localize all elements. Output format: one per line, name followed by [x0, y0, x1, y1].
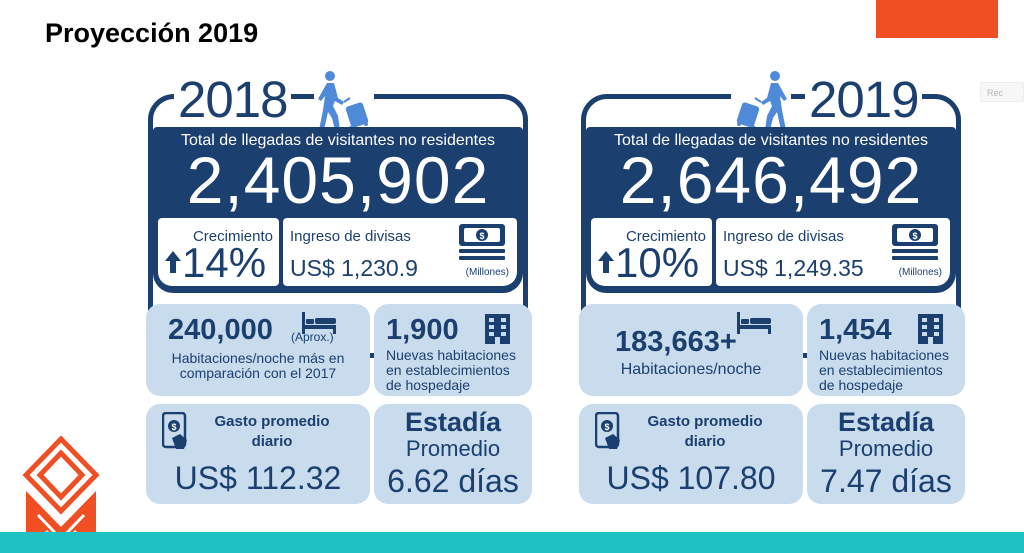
bottom-accent-bar: [0, 532, 1024, 553]
growth-label: Crecimiento: [192, 228, 273, 245]
money-icon: $: [890, 222, 940, 262]
stats-row: Crecimiento 10% Ingreso de divisas $ US$…: [586, 213, 956, 293]
phone-payment-icon: $: [161, 411, 188, 450]
growth-value: 10%: [615, 239, 700, 286]
total-arrivals-box: Total de llegadas de visitantes no resid…: [153, 127, 523, 217]
growth-cell: Crecimiento 14%: [158, 218, 279, 286]
rooms-description: Habitaciones/noche: [620, 361, 762, 378]
total-arrivals-value: 2,646,492: [619, 143, 923, 217]
panel-2019: 2019 Total de llegadas de visitantes no …: [579, 66, 969, 506]
svg-text:$: $: [479, 231, 484, 241]
new-rooms-description: Nuevas habitaciones en establecimientos …: [819, 347, 949, 393]
daily-spend-label: Gasto promedio diario: [647, 413, 763, 450]
daily-spend-label: Gasto promedio diario: [214, 413, 330, 450]
page-title: Proyección 2019: [45, 18, 259, 48]
arrow-up-icon: [165, 251, 181, 273]
currency-income-value: US$ 1,230.9: [290, 255, 418, 281]
building-icon: [918, 314, 943, 344]
year-label: 2018: [174, 68, 292, 132]
new-rooms-value: 1,454: [819, 314, 892, 346]
total-arrivals-label: Total de llegadas de visitantes no resid…: [181, 132, 495, 149]
rooms-card: 240,000 (Aprox.) Habitaciones/noche más …: [146, 304, 370, 396]
average-stay-value: 6.62 días: [387, 463, 519, 499]
rooms-approx: (Aprox.): [291, 330, 334, 344]
growth-value: 14%: [182, 239, 267, 286]
daily-spend-value: US$ 112.32: [174, 460, 342, 496]
total-arrivals-value: 2,405,902: [186, 143, 490, 217]
rooms-value: 183,663+: [615, 326, 737, 358]
accent-rectangle: [876, 0, 998, 38]
building-icon: [485, 314, 510, 344]
daily-spend-card: $ Gasto promedio diario US$ 112.32: [146, 404, 370, 504]
traveler-icon: [731, 68, 791, 132]
new-rooms-card: 1,900 Nuevas habitaciones en establecimi…: [374, 304, 532, 396]
currency-income-value: US$ 1,249.35: [723, 255, 864, 281]
average-stay-label: Estadía: [837, 407, 935, 437]
new-rooms-description: Nuevas habitaciones en establecimientos …: [386, 347, 516, 393]
total-arrivals-box: Total de llegadas de visitantes no resid…: [586, 127, 956, 217]
currency-income-cell: Ingreso de divisas $ US$ 1,249.35 (Millo…: [716, 218, 950, 286]
new-rooms-value: 1,900: [386, 314, 459, 346]
average-stay-label: Estadía: [404, 407, 502, 437]
phone-payment-icon: $: [594, 411, 621, 450]
record-button[interactable]: Rec: [980, 82, 1024, 102]
growth-label: Crecimiento: [625, 228, 706, 245]
currency-income-label: Ingreso de divisas: [290, 228, 411, 245]
currency-income-label: Ingreso de divisas: [723, 228, 844, 245]
rooms-value: 240,000: [168, 314, 273, 346]
panel-2018: 2018 Total de llegadas de visitantes no …: [146, 66, 536, 506]
year-label: 2019: [805, 68, 923, 132]
rooms-card: 183,663+ Habitaciones/noche: [579, 304, 803, 396]
svg-text:$: $: [171, 422, 176, 432]
average-stay-value: 7.47 días: [820, 463, 952, 499]
rooms-description: Habitaciones/noche más en comparación co…: [171, 350, 345, 381]
total-arrivals-label: Total de llegadas de visitantes no resid…: [614, 132, 928, 149]
average-stay-card: Estadía Promedio 7.47 días: [807, 404, 965, 504]
average-stay-sublabel: Promedio: [405, 436, 501, 461]
currency-income-cell: Ingreso de divisas $ US$ 1,230.9 (Millon…: [283, 218, 517, 286]
bed-icon: [302, 312, 336, 334]
daily-spend-card: $ Gasto promedio diario US$ 107.80: [579, 404, 803, 504]
bed-icon: [737, 312, 771, 334]
new-rooms-card: 1,454 Nuevas habitaciones en establecimi…: [807, 304, 965, 396]
average-stay-card: Estadía Promedio 6.62 días: [374, 404, 532, 504]
currency-unit: (Millones): [898, 267, 942, 278]
stats-row: Crecimiento 14% Ingreso de divisas $ US$…: [153, 213, 523, 293]
currency-unit: (Millones): [465, 267, 509, 278]
traveler-icon: [314, 68, 374, 132]
average-stay-sublabel: Promedio: [838, 436, 934, 461]
growth-cell: Crecimiento 10%: [591, 218, 712, 286]
arrow-up-icon: [598, 251, 614, 273]
svg-text:$: $: [604, 422, 609, 432]
money-icon: $: [457, 222, 507, 262]
daily-spend-value: US$ 107.80: [606, 460, 776, 496]
svg-text:$: $: [912, 231, 917, 241]
